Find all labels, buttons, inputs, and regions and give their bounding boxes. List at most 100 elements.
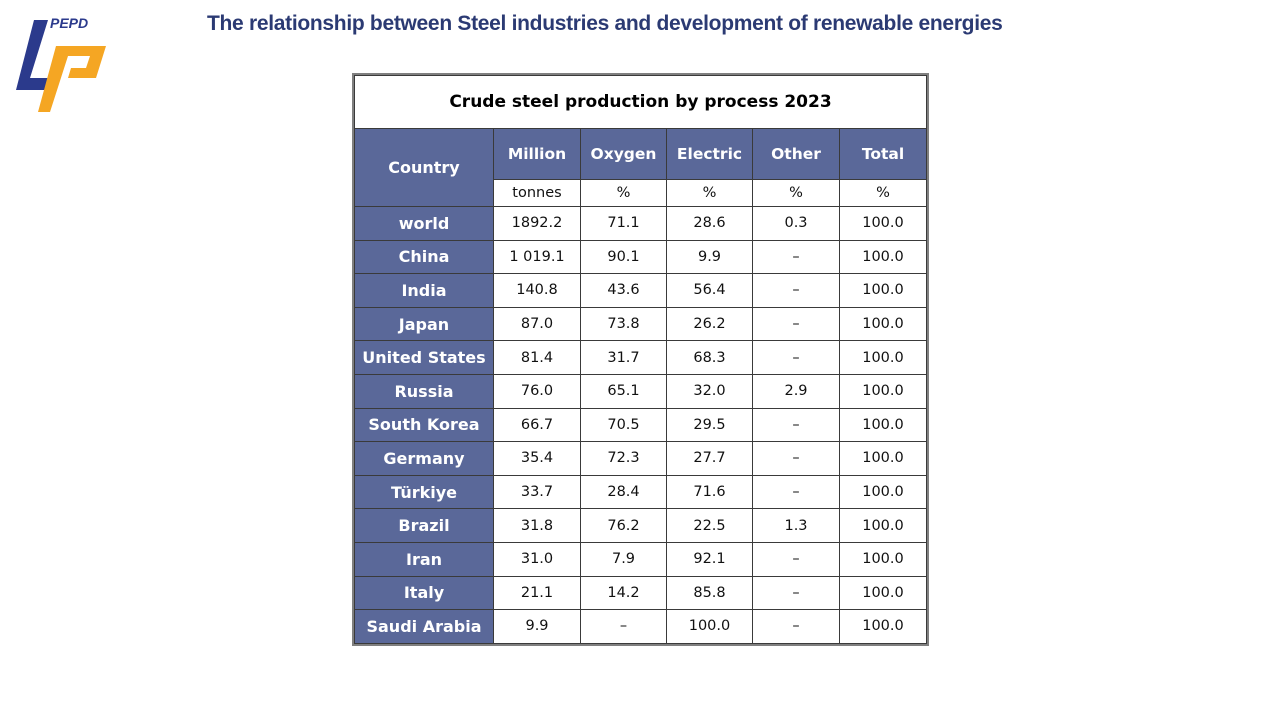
other-cell: – — [752, 474, 840, 510]
table-row: Russia 76.0 65.1 32.0 2.9 100.0 — [354, 373, 927, 409]
total-cell: 100.0 — [839, 340, 927, 375]
electric-cell: 26.2 — [666, 306, 753, 342]
electric-cell: 22.5 — [666, 508, 753, 543]
oxygen-cell: 71.1 — [580, 206, 667, 241]
column-header-total: Total — [839, 128, 927, 180]
other-cell: – — [752, 239, 840, 275]
country-cell: China — [354, 239, 494, 275]
table-row: Italy 21.1 14.2 85.8–100.0 — [354, 575, 927, 611]
million-tonnes-cell: 21.1 — [493, 575, 581, 611]
total-cell: 100.0 — [839, 541, 927, 577]
country-cell: Russia — [354, 373, 494, 409]
country-cell: world — [354, 206, 494, 241]
oxygen-cell: 28.4 — [580, 474, 667, 510]
electric-cell: 92.1 — [666, 541, 753, 577]
million-tonnes-cell: 87.0 — [493, 306, 581, 342]
other-cell: 1.3 — [752, 508, 840, 543]
total-cell: 100.0 — [839, 508, 927, 543]
oxygen-cell: 90.1 — [580, 239, 667, 275]
page-title: The relationship between Steel industrie… — [207, 12, 1003, 35]
electric-cell: 28.6 — [666, 206, 753, 241]
table-caption: Crude steel production by process 2023 — [354, 75, 927, 129]
table-row: India 140.8 43.6 56.4–100.0 — [354, 273, 927, 308]
unit-other: % — [752, 179, 840, 207]
country-cell: United States — [354, 340, 494, 375]
unit-million: tonnes — [493, 179, 581, 207]
other-cell: – — [752, 575, 840, 611]
oxygen-cell: 14.2 — [580, 575, 667, 611]
country-cell: Italy — [354, 575, 494, 611]
other-cell: 0.3 — [752, 206, 840, 241]
logo-text: PEPD — [50, 15, 88, 31]
table-row: China 1 019.1 90.1 9.9–100.0 — [354, 239, 927, 275]
table-row: Türkiye 33.7 28.4 71.6–100.0 — [354, 474, 927, 510]
million-tonnes-cell: 9.9 — [493, 609, 581, 644]
other-cell: – — [752, 441, 840, 476]
country-cell: India — [354, 273, 494, 308]
table-row: Germany 35.4 72.3 27.7–100.0 — [354, 441, 927, 476]
total-cell: 100.0 — [839, 373, 927, 409]
million-tonnes-cell: 35.4 — [493, 441, 581, 476]
other-cell: – — [752, 541, 840, 577]
oxygen-cell: 73.8 — [580, 306, 667, 342]
electric-cell: 71.6 — [666, 474, 753, 510]
table-row: Iran 31.0 7.9 92.1–100.0 — [354, 541, 927, 577]
oxygen-cell: 31.7 — [580, 340, 667, 375]
other-cell: – — [752, 407, 840, 443]
million-tonnes-cell: 31.0 — [493, 541, 581, 577]
total-cell: 100.0 — [839, 474, 927, 510]
million-tonnes-cell: 31.8 — [493, 508, 581, 543]
total-cell: 100.0 — [839, 273, 927, 308]
column-header-million: Million — [493, 128, 581, 180]
total-cell: 100.0 — [839, 575, 927, 611]
country-cell: Japan — [354, 306, 494, 342]
million-tonnes-cell: 76.0 — [493, 373, 581, 409]
electric-cell: 27.7 — [666, 441, 753, 476]
unit-oxygen: % — [580, 179, 667, 207]
oxygen-cell: 72.3 — [580, 441, 667, 476]
oxygen-cell: 7.9 — [580, 541, 667, 577]
electric-cell: 29.5 — [666, 407, 753, 443]
total-cell: 100.0 — [839, 306, 927, 342]
electric-cell: 56.4 — [666, 273, 753, 308]
table-row: United States 81.4 31.7 68.3–100.0 — [354, 340, 927, 375]
oxygen-cell: 76.2 — [580, 508, 667, 543]
other-cell: – — [752, 340, 840, 375]
column-header-country: Country — [354, 128, 494, 207]
table-row: Japan 87.0 73.8 26.2–100.0 — [354, 306, 927, 342]
million-tonnes-cell: 1 019.1 — [493, 239, 581, 275]
unit-electric: % — [666, 179, 753, 207]
country-cell: Germany — [354, 441, 494, 476]
other-cell: – — [752, 306, 840, 342]
total-cell: 100.0 — [839, 407, 927, 443]
other-cell: – — [752, 609, 840, 644]
unit-total: % — [839, 179, 927, 207]
other-cell: 2.9 — [752, 373, 840, 409]
oxygen-cell: – — [580, 609, 667, 644]
country-cell: Türkiye — [354, 474, 494, 510]
country-cell: South Korea — [354, 407, 494, 443]
table-row: world 1892.2 71.1 28.6 0.3 100.0 — [354, 206, 927, 241]
column-header-other: Other — [752, 128, 840, 180]
country-cell: Saudi Arabia — [354, 609, 494, 644]
million-tonnes-cell: 66.7 — [493, 407, 581, 443]
country-cell: Iran — [354, 541, 494, 577]
electric-cell: 68.3 — [666, 340, 753, 375]
pepd-logo-icon: PEPD — [16, 15, 106, 112]
table-body: world 1892.2 71.1 28.6 0.3 100.0 China 1 019.1 9… — [354, 206, 927, 644]
total-cell: 100.0 — [839, 239, 927, 275]
million-tonnes-cell: 140.8 — [493, 273, 581, 308]
pepd-logo: PEPD — [12, 12, 116, 116]
column-header-oxygen: Oxygen — [580, 128, 667, 180]
electric-cell: 32.0 — [666, 373, 753, 409]
total-cell: 100.0 — [839, 206, 927, 241]
electric-cell: 85.8 — [666, 575, 753, 611]
other-cell: – — [752, 273, 840, 308]
total-cell: 100.0 — [839, 441, 927, 476]
table-row: Saudi Arabia 9.9–100.0–100.0 — [354, 609, 927, 644]
table-row: Brazil 31.8 76.2 22.5 1.3 100.0 — [354, 508, 927, 543]
oxygen-cell: 43.6 — [580, 273, 667, 308]
total-cell: 100.0 — [839, 609, 927, 644]
oxygen-cell: 70.5 — [580, 407, 667, 443]
country-cell: Brazil — [354, 508, 494, 543]
